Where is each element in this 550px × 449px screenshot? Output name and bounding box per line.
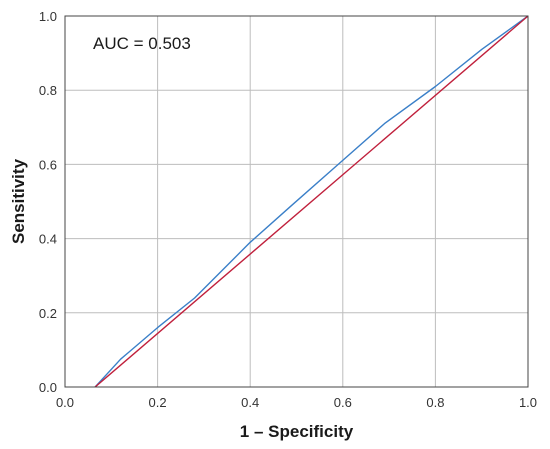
x-tick-label: 0.0 <box>56 395 74 410</box>
roc-curve-line <box>94 15 529 388</box>
x-tick-label: 0.4 <box>241 395 259 410</box>
y-tick-label: 0.2 <box>39 306 57 321</box>
y-tick-label: 0.8 <box>39 83 57 98</box>
plot-border <box>64 15 529 388</box>
series-lines <box>94 15 529 388</box>
auc-annotation: AUC = 0.503 <box>93 34 191 53</box>
x-tick-labels: 0.0 0.2 0.4 0.6 0.8 1.0 <box>56 395 537 410</box>
y-tick-label: 1.0 <box>39 9 57 24</box>
x-tick-label: 1.0 <box>519 395 537 410</box>
x-axis-title: 1 – Specificity <box>240 422 354 441</box>
y-tick-label: 0.6 <box>39 157 57 172</box>
reference-line <box>94 15 529 388</box>
y-tick-labels: 0.0 0.2 0.4 0.6 0.8 1.0 <box>39 9 57 395</box>
y-tick-label: 0.0 <box>39 380 57 395</box>
x-tick-label: 0.6 <box>334 395 352 410</box>
grid-lines <box>64 15 529 388</box>
y-axis-title: Sensitivity <box>9 158 28 244</box>
y-tick-label: 0.4 <box>39 232 57 247</box>
x-tick-label: 0.8 <box>426 395 444 410</box>
x-tick-label: 0.2 <box>149 395 167 410</box>
